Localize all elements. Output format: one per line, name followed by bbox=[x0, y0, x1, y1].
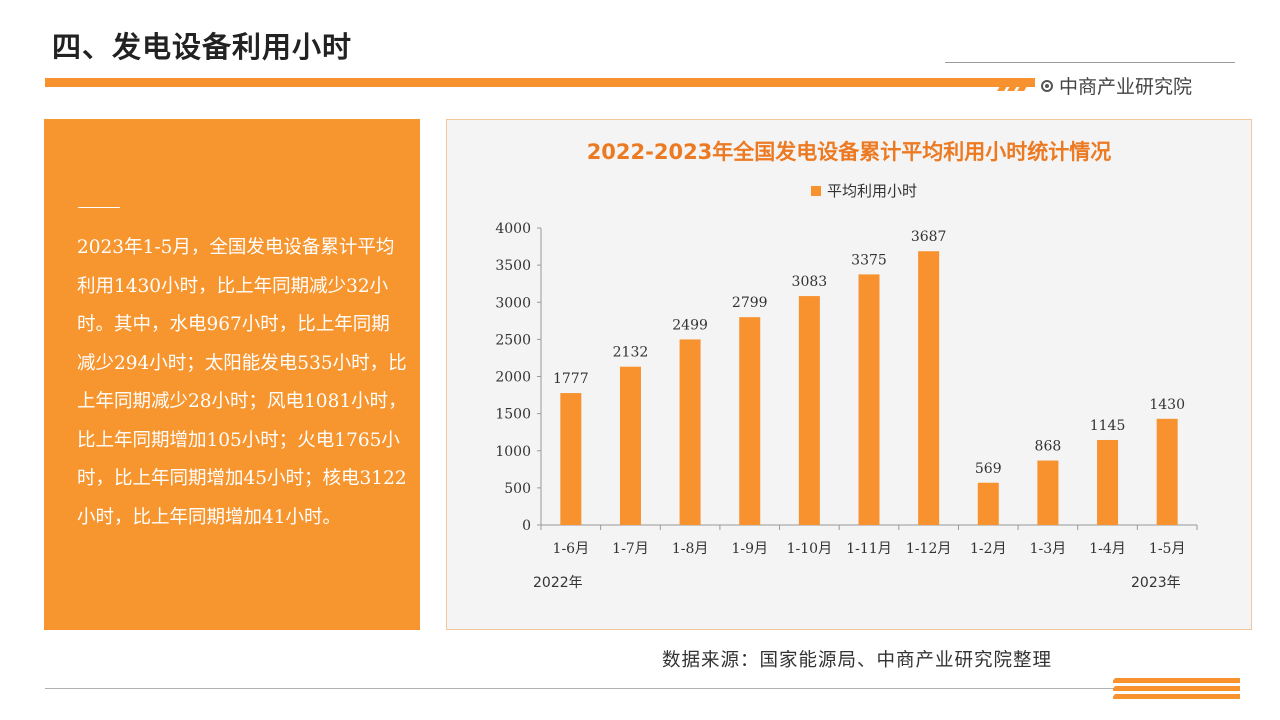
summary-panel: 2023年1-5月，全国发电设备累计平均利用1430小时，比上年同期减少32小时… bbox=[44, 119, 420, 630]
data-label: 2799 bbox=[732, 295, 768, 311]
category-label: 1-4月 bbox=[1089, 541, 1126, 557]
data-label: 3083 bbox=[792, 274, 828, 290]
group-label-2023: 2023年 bbox=[1131, 575, 1181, 591]
brand-logo-icon bbox=[1041, 79, 1053, 92]
summary-text: 2023年1-5月，全国发电设备累计平均利用1430小时，比上年同期减少32小时… bbox=[77, 237, 407, 528]
y-tick-label: 2000 bbox=[495, 370, 531, 386]
data-label: 3687 bbox=[911, 229, 947, 245]
footer-stripes bbox=[1113, 677, 1240, 699]
data-label: 3375 bbox=[851, 252, 887, 268]
data-label: 1145 bbox=[1090, 418, 1126, 434]
category-label: 1-2月 bbox=[970, 541, 1007, 557]
y-tick-label: 500 bbox=[504, 481, 531, 497]
chart-title: 2022-2023年全国发电设备累计平均利用小时统计情况 bbox=[586, 140, 1112, 164]
y-tick-label: 3500 bbox=[495, 258, 531, 274]
bar bbox=[739, 317, 761, 525]
title-underline-bar bbox=[45, 78, 1035, 87]
data-source: 数据来源：国家能源局、中商产业研究院整理 bbox=[662, 650, 1053, 671]
data-label: 1430 bbox=[1149, 397, 1185, 413]
category-label: 1-3月 bbox=[1030, 541, 1067, 557]
group-label-2022: 2022年 bbox=[533, 575, 583, 591]
bar bbox=[1037, 460, 1059, 525]
chart-panel: 2022-2023年全国发电设备累计平均利用小时统计情况 平均利用小时 0 500… bbox=[446, 119, 1252, 630]
bar bbox=[918, 251, 940, 526]
y-tick-label: 4000 bbox=[495, 221, 531, 237]
bar bbox=[977, 482, 999, 525]
category-label: 1-5月 bbox=[1149, 541, 1186, 557]
footer-divider bbox=[45, 688, 1240, 689]
bar bbox=[798, 296, 820, 525]
y-tick-label: 0 bbox=[522, 518, 531, 534]
data-label: 1777 bbox=[553, 371, 589, 387]
y-tick-label: 1000 bbox=[495, 444, 531, 460]
bar bbox=[619, 366, 641, 525]
bar bbox=[560, 393, 582, 525]
brand-name: 中商产业研究院 bbox=[1059, 76, 1193, 98]
panel-divider bbox=[78, 207, 120, 208]
legend-swatch bbox=[811, 185, 821, 196]
data-label: 569 bbox=[975, 461, 1002, 477]
category-label: 1-7月 bbox=[612, 541, 649, 557]
category-label: 1-12月 bbox=[906, 541, 951, 557]
brand-stripes bbox=[997, 80, 1030, 91]
brand: 中商产业研究院 bbox=[997, 72, 1193, 99]
y-tick-label: 3000 bbox=[495, 295, 531, 311]
category-label: 1-10月 bbox=[787, 541, 832, 557]
chart-legend: 平均利用小时 bbox=[811, 180, 917, 201]
category-label: 1-8月 bbox=[672, 541, 709, 557]
data-label: 868 bbox=[1035, 439, 1062, 455]
bar bbox=[1156, 418, 1178, 525]
legend-label: 平均利用小时 bbox=[827, 182, 918, 200]
bar bbox=[1097, 439, 1119, 525]
data-label: 2499 bbox=[672, 317, 708, 333]
category-label: 1-9月 bbox=[731, 541, 768, 557]
y-tick-label: 1500 bbox=[495, 407, 531, 423]
category-label: 1-6月 bbox=[553, 541, 590, 557]
bar bbox=[679, 339, 701, 525]
y-tick-label: 2500 bbox=[495, 332, 531, 348]
bar bbox=[858, 274, 880, 525]
data-label: 2132 bbox=[613, 345, 649, 361]
page-title: 四、发电设备利用小时 bbox=[52, 30, 353, 64]
category-label: 1-11月 bbox=[846, 541, 891, 557]
header-divider bbox=[945, 62, 1235, 63]
bar-chart: 0 500 1000 1500 2000 2500 3000 3500 4000 1777 1-6月… bbox=[495, 221, 1198, 557]
